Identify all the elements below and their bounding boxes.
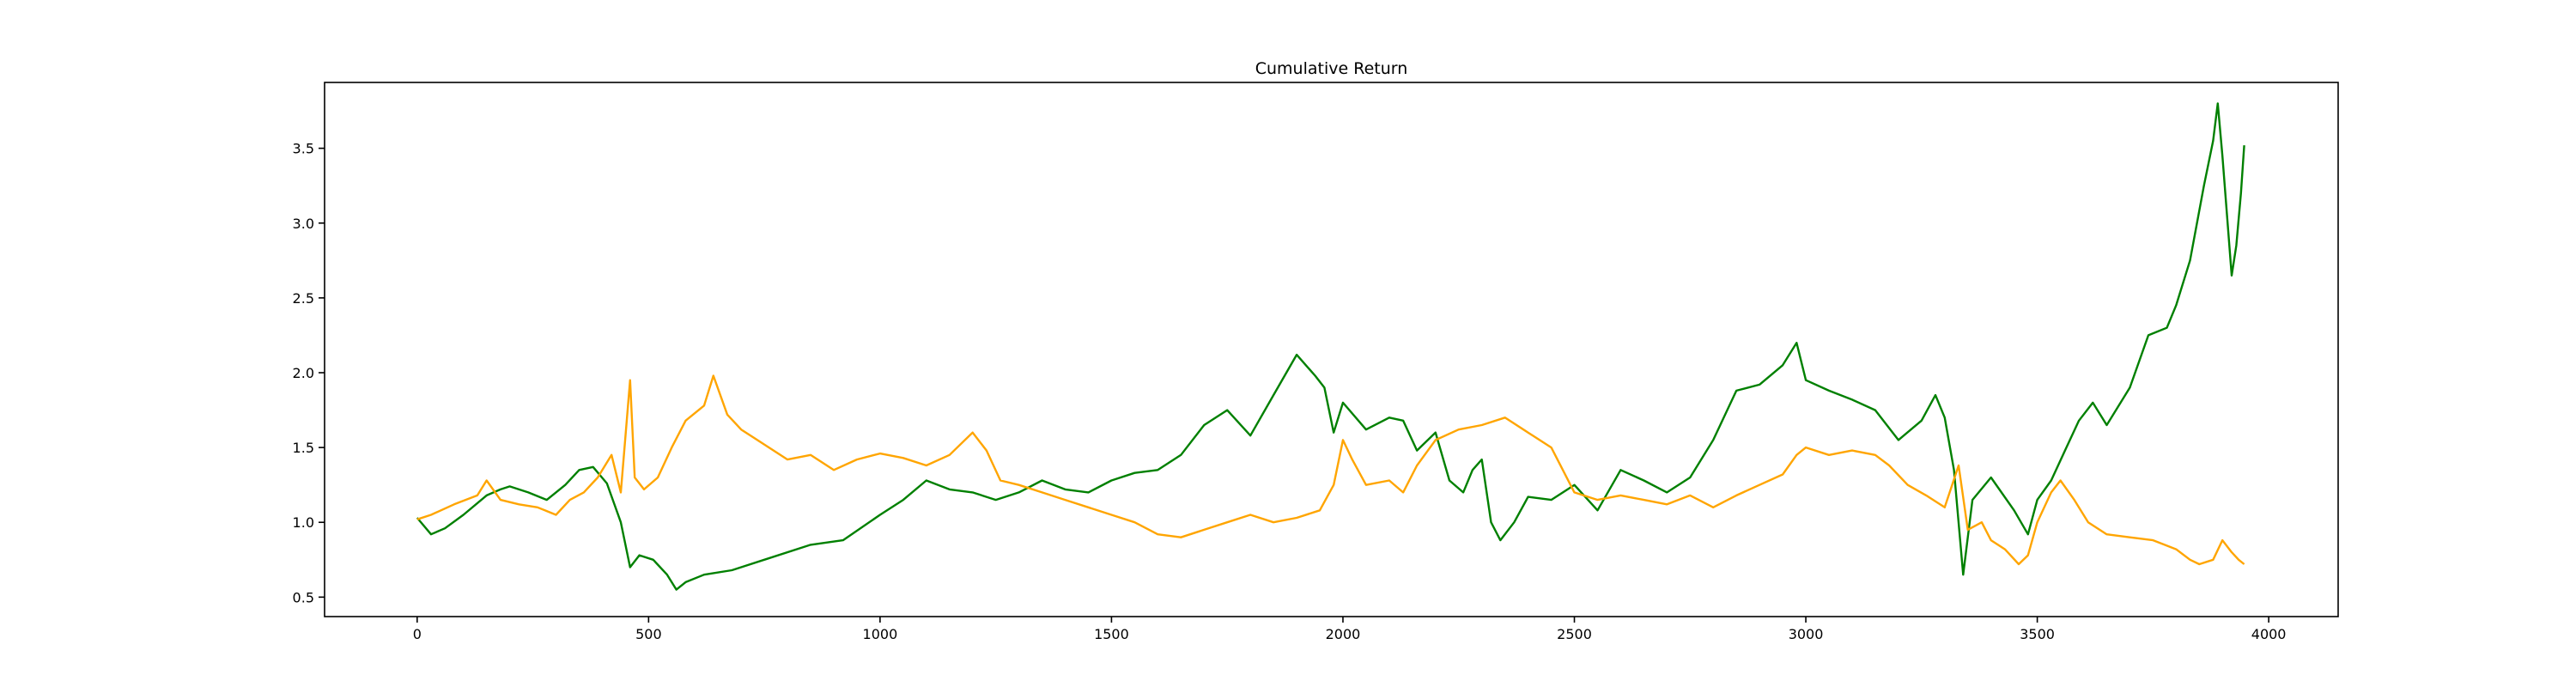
x-tick-label: 1000 [863, 626, 898, 642]
y-tick-label: 1.5 [293, 440, 314, 456]
series-layer [416, 102, 2245, 591]
x-tick-label: 3500 [2020, 626, 2055, 642]
ticks-layer: 0 500 1000 1500 2000 2500 3000 3500 4000 0.5 1.0 1.… [293, 141, 2287, 642]
y-tick-label: 3.5 [293, 141, 314, 157]
x-tick-label: 0 [413, 626, 422, 642]
x-tick-label: 500 [635, 626, 662, 642]
chart-title: Cumulative Return [1255, 59, 1408, 78]
series-line-2 [416, 374, 2245, 566]
plot-frame [324, 82, 2339, 617]
y-tick-label: 2.5 [293, 290, 314, 307]
y-tick-label: 0.5 [293, 589, 314, 605]
x-tick-label: 1500 [1094, 626, 1129, 642]
series-line-1 [416, 102, 2245, 591]
y-tick-label: 1.0 [293, 514, 314, 531]
x-tick-label: 2000 [1326, 626, 1361, 642]
y-tick-label: 2.0 [293, 365, 314, 381]
y-tick-label: 3.0 [293, 216, 314, 232]
x-tick-label: 3000 [1789, 626, 1824, 642]
x-tick-label: 4000 [2251, 626, 2287, 642]
x-tick-label: 2500 [1557, 626, 1592, 642]
